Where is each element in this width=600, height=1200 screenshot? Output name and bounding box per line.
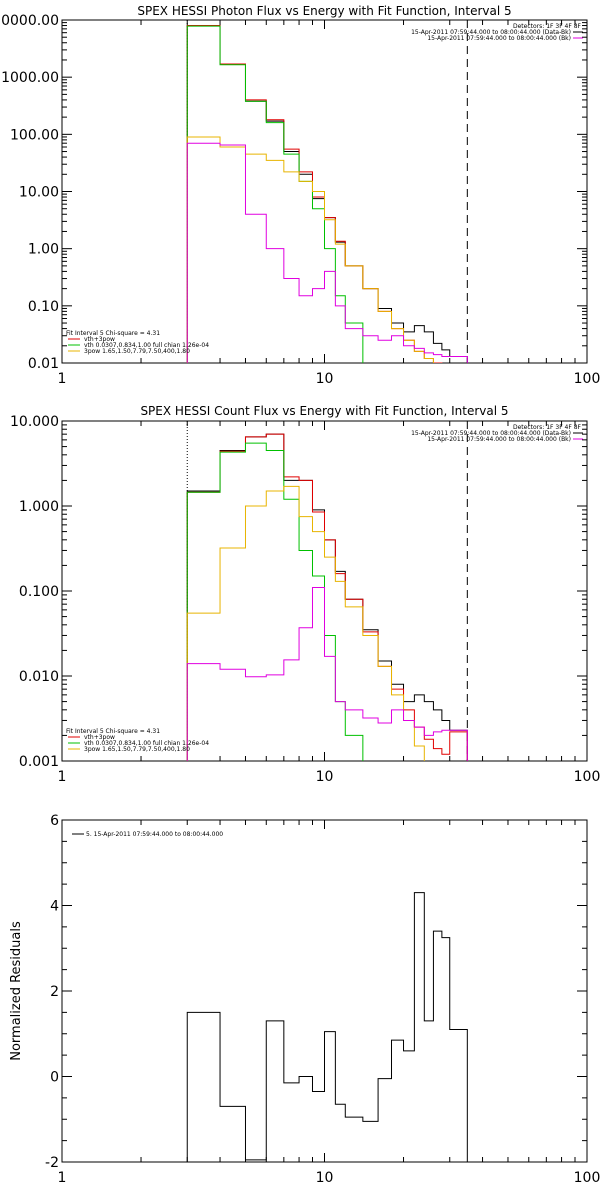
y-tick-label: 0.100 <box>19 584 59 600</box>
x-tick-label: 10 <box>316 769 334 785</box>
y-tick-label: 0.001 <box>19 754 59 770</box>
y-tick-label: 1.00 <box>28 242 59 258</box>
y-tick-label: 10.00 <box>19 185 59 201</box>
residuals-y-axis-label: Normalized Residuals <box>9 921 24 1061</box>
legend-bottomleft-text: vth+3pow <box>84 734 115 741</box>
series-3pow <box>186 485 434 761</box>
x-tick-label: 100 <box>574 371 600 387</box>
legend-bottomleft-text: Fit Interval 5 Chi-square = 4.31 <box>66 728 160 735</box>
residuals-panel: Normalized Residuals 1 10 100 -2 0 2 4 6 5. 15-A… <box>9 813 600 1186</box>
plot-frame <box>61 819 588 1163</box>
series-vth-3pow <box>186 433 468 761</box>
y-tick-label: 4 <box>50 899 59 915</box>
y-tick-label: 1.000 <box>19 499 59 515</box>
x-tick-label: 1 <box>58 1170 67 1186</box>
series-data-bk <box>186 25 468 363</box>
legend-topright-text: 15-Apr-2011 07:59:44.000 to 08:00:44.000… <box>411 430 571 437</box>
legend-bottomleft-text: vth 0.0307,0.834,1.00 full chian 1.26e-0… <box>84 342 209 349</box>
y-tick-label: -2 <box>45 1155 59 1171</box>
y-tick-label: 0.01 <box>28 356 59 372</box>
x-tick-label: 10 <box>316 371 334 387</box>
y-tick-label: 100.00 <box>10 127 59 143</box>
photon-flux-panel: SPEX HESSI Photon Flux vs Energy with Fi… <box>0 4 600 387</box>
legend-topright-text: Detectors: 1F 3F 4F 8F <box>513 424 582 431</box>
x-tick-label: 100 <box>574 1170 600 1186</box>
count-flux-title: SPEX HESSI Count Flux vs Energy with Fit… <box>140 404 508 418</box>
series-residuals <box>186 892 468 1162</box>
series-vth <box>186 25 379 363</box>
series-data-bk <box>186 433 468 761</box>
y-tick-label: 6 <box>50 813 59 829</box>
legend-bottomleft-text: 3pow 1.65,1.50,7.79,7.50,400,1.80 <box>84 746 190 753</box>
legend-bottomleft-text: vth+3pow <box>84 336 115 343</box>
y-tick-label: 2 <box>50 984 59 1000</box>
count-flux-panel: SPEX HESSI Count Flux vs Energy with Fit… <box>10 404 600 785</box>
legend-bottomleft-text: vth 0.0307,0.834,1.00 full chian 1.26e-0… <box>84 740 209 747</box>
series-3pow <box>186 136 443 363</box>
legend-topright-text: Detectors: 1F 3F 4F 8F <box>513 23 582 30</box>
photon-flux-title: SPEX HESSI Photon Flux vs Energy with Fi… <box>137 4 511 18</box>
y-tick-label: 0 <box>50 1070 59 1086</box>
legend-topright-text: 15-Apr-2011 07:59:44.000 to 08:00:44.000… <box>427 35 571 42</box>
y-tick-label: 0.010 <box>19 669 59 685</box>
series-bk <box>186 586 468 761</box>
y-tick-label: 1000.00 <box>1 70 59 86</box>
y-tick-label: 10000.00 <box>0 13 59 29</box>
series-vth <box>186 442 379 761</box>
x-tick-label: 1 <box>58 769 67 785</box>
legend-topright-text: 15-Apr-2011 07:59:44.000 to 08:00:44.000… <box>427 436 571 443</box>
x-tick-label: 100 <box>574 769 600 785</box>
y-tick-label: 0.10 <box>28 299 59 315</box>
series-vth-3pow <box>186 25 468 363</box>
x-tick-label: 10 <box>316 1170 334 1186</box>
legend-topleft-text: 5. 15-Apr-2011 07:59:44.000 to 08:00:44.… <box>86 831 223 838</box>
x-tick-label: 1 <box>58 371 67 387</box>
series-bk <box>186 142 468 363</box>
legend-bottomleft-text: Fit Interval 5 Chi-square = 4.31 <box>66 330 160 337</box>
legend-bottomleft-text: 3pow 1.65,1.50,7.79,7.50,400,1.80 <box>84 348 190 355</box>
legend-topright-text: 15-Apr-2011 07:59:44.000 to 08:00:44.000… <box>411 29 571 36</box>
y-tick-label: 10.000 <box>10 414 59 430</box>
